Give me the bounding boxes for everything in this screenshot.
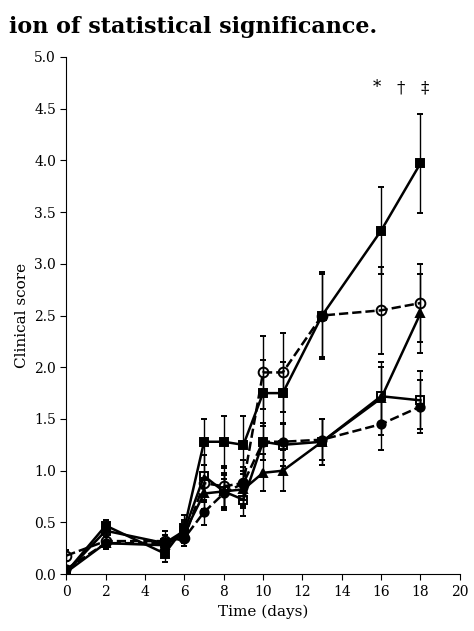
Text: ‡: ‡ [420,79,428,96]
X-axis label: Time (days): Time (days) [218,604,308,618]
Text: *: * [373,79,381,96]
Text: †: † [397,79,405,96]
Text: ion of statistical significance.: ion of statistical significance. [9,16,378,38]
Y-axis label: Clinical score: Clinical score [15,263,28,368]
